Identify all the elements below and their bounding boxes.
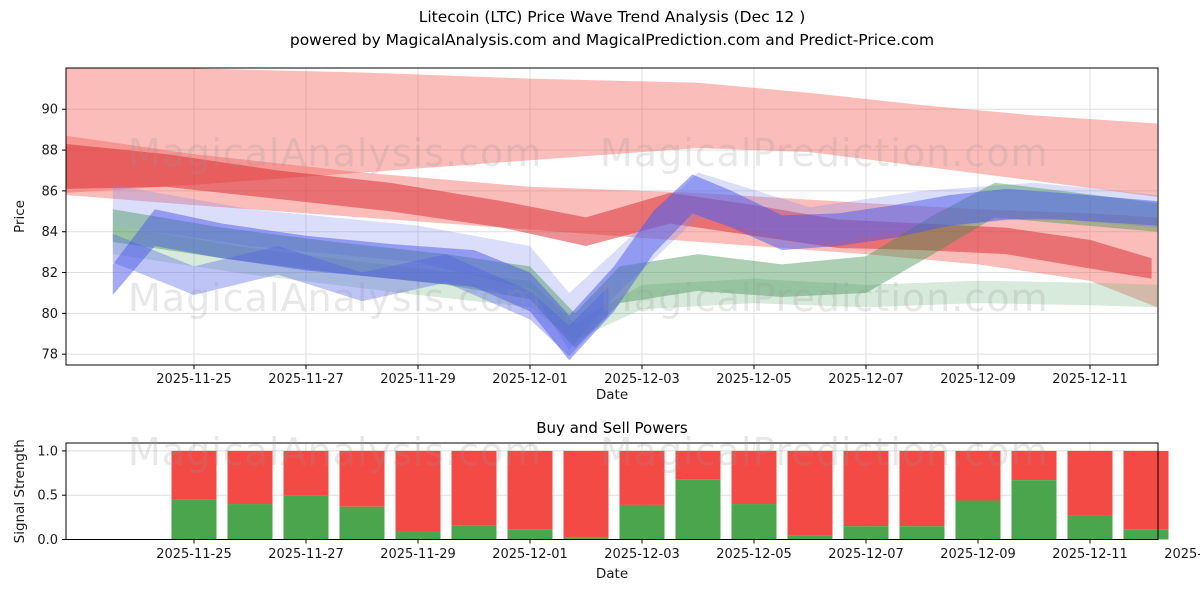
- buy-bar: [451, 525, 497, 540]
- sell-bar: [395, 450, 441, 532]
- price-wave-chart: 2025-11-25 2025-11-27 2025-11-29 2025-12-01…: [12, 67, 1159, 403]
- buy-bar: [899, 526, 945, 540]
- x-tick-label: 2025-12-07: [828, 547, 904, 562]
- x-tick-label: 2025-12-01: [492, 547, 568, 562]
- x-axis-label: Date: [596, 387, 628, 403]
- x-tick-label: 2025-11-27: [268, 372, 344, 387]
- sell-bar: [843, 450, 889, 527]
- buy-bar: [395, 531, 441, 540]
- y-axis-label: Price: [12, 200, 28, 233]
- page-subtitle: powered by MagicalAnalysis.com and Magic…: [289, 31, 935, 49]
- x-tick-label: 2025-11-29: [380, 372, 456, 387]
- x-tick-label: 2025-12-01: [492, 372, 568, 387]
- y-tick-label: 90: [41, 103, 58, 118]
- red-upper-band: [66, 68, 1158, 198]
- sell-bar: [507, 450, 553, 530]
- buy-bar: [171, 499, 217, 540]
- sell-bar: [787, 450, 833, 536]
- x-tick-label: 2025-12-03: [604, 372, 680, 387]
- y-tick-label: 80: [41, 307, 58, 322]
- sell-bar: [899, 450, 945, 527]
- buy-bar: [1011, 480, 1057, 540]
- axes-box: [65, 442, 1159, 540]
- buy-bar: [283, 495, 329, 540]
- y-tick-label: 0.5: [37, 489, 58, 504]
- buy-bar: [339, 506, 385, 540]
- page-title: Litecoin (LTC) Price Wave Trend Analysis…: [418, 8, 806, 26]
- sell-bar: [675, 450, 721, 480]
- buy-bar: [731, 504, 777, 540]
- buy-sell-chart: 2025-11-25 2025-11-27 2025-11-29 2025-12-01…: [12, 419, 1200, 582]
- y-tick-label: 0.0: [37, 533, 58, 548]
- red-core-band: [66, 143, 1152, 279]
- buy-bar: [507, 529, 553, 540]
- buy-bar: [619, 504, 665, 540]
- x-tick-label: 2025-11-25: [156, 372, 232, 387]
- x-tick-label: 2025-11-27: [268, 547, 344, 562]
- sell-bar: [171, 450, 217, 500]
- y-axis-label: Signal Strength: [12, 439, 28, 543]
- buy-bar: [675, 479, 721, 540]
- buy-bar: [227, 504, 273, 540]
- bar-chart-title: Buy and Sell Powers: [536, 419, 688, 437]
- x-axis-label: Date: [596, 566, 628, 582]
- buy-bar: [843, 526, 889, 540]
- x-tick-label: 2025-12-03: [604, 547, 680, 562]
- sell-bar: [451, 450, 497, 526]
- x-tick-label: 2025-11-29: [380, 547, 456, 562]
- sell-bar: [731, 450, 777, 505]
- sell-bar: [1067, 450, 1113, 516]
- x-tick-label: 2025-12-09: [940, 372, 1016, 387]
- sell-bar: [1011, 450, 1057, 481]
- x-tick-label: 2025-12-11: [1052, 372, 1128, 387]
- y-tick-label: 78: [41, 348, 58, 363]
- buy-bar: [787, 535, 833, 540]
- buy-bar: [955, 500, 1001, 540]
- buy-bar: [563, 537, 609, 540]
- x-tick-label: 2025-12-11: [1052, 547, 1128, 562]
- x-tick-label: 2025-11-25: [156, 547, 232, 562]
- blue-main-band: [112, 174, 1158, 361]
- blue-streak-band: [112, 233, 609, 357]
- sell-bar: [339, 450, 385, 507]
- y-tick-label: 88: [41, 144, 58, 159]
- sell-bar: [227, 450, 273, 505]
- sell-bar: [283, 450, 329, 496]
- x-tick-label: 2025-12-05: [716, 372, 792, 387]
- green-light-band: [112, 225, 1158, 340]
- x-tick-label: 2025-12-05: [716, 547, 792, 562]
- sell-bar: [563, 450, 609, 538]
- sell-bar: [619, 450, 665, 505]
- y-tick-label: 84: [41, 225, 58, 240]
- sell-bar: [1123, 450, 1169, 530]
- y-tick-label: 86: [41, 184, 58, 199]
- y-tick-label: 82: [41, 266, 58, 281]
- x-tick-label: 2025-12-13: [1164, 547, 1200, 562]
- buy-bar: [1123, 529, 1169, 540]
- sell-bar: [955, 450, 1001, 501]
- x-tick-label: 2025-12-07: [828, 372, 904, 387]
- axes-box: [65, 67, 1159, 366]
- x-tick-label: 2025-12-09: [940, 547, 1016, 562]
- y-tick-label: 1.0: [37, 444, 58, 459]
- buy-bar: [1067, 515, 1113, 540]
